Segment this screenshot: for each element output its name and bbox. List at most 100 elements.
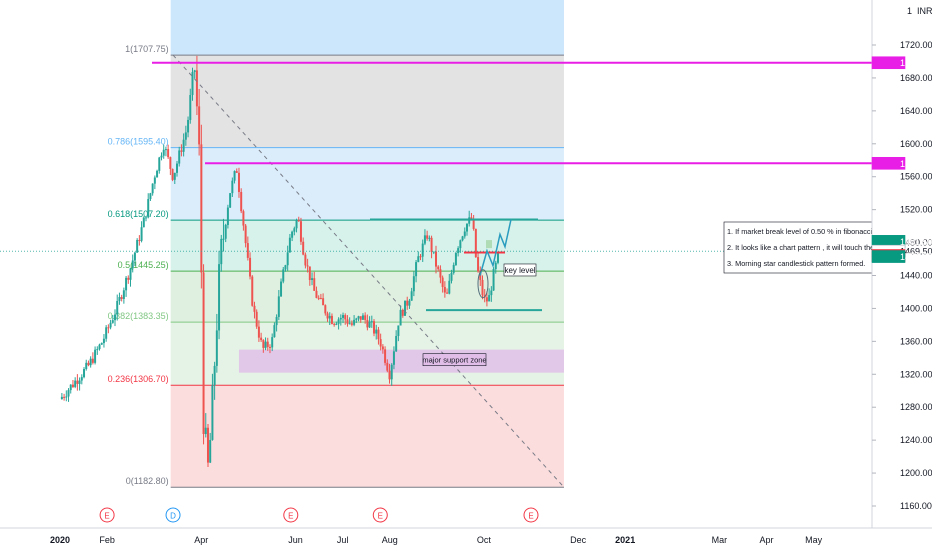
- candle-body: [187, 119, 190, 133]
- fib-level-label: 0.236(1306.70): [108, 374, 169, 384]
- candle: [138, 235, 141, 246]
- candle-body: [96, 349, 99, 351]
- time-tick-label: 2020: [50, 535, 70, 545]
- candle: [242, 209, 245, 231]
- candle: [397, 325, 400, 342]
- candle-body: [160, 155, 163, 158]
- candle-body: [293, 228, 296, 232]
- candle-body: [333, 323, 336, 325]
- candle-body: [326, 313, 329, 319]
- candle-body: [366, 319, 369, 328]
- price-axis-bg: [872, 0, 932, 550]
- candle: [153, 175, 156, 190]
- candle: [280, 278, 283, 297]
- event-marker[interactable]: E: [283, 507, 299, 523]
- candle-body: [477, 257, 480, 272]
- candle: [344, 313, 347, 325]
- price-tick-label: 1200.00: [900, 468, 932, 478]
- currency-label: INR: [917, 6, 932, 16]
- candle: [375, 324, 378, 340]
- candle: [74, 377, 77, 389]
- candle: [461, 235, 464, 242]
- candle: [277, 289, 280, 321]
- candle-body: [249, 257, 252, 277]
- candle: [87, 360, 90, 367]
- candle: [253, 301, 256, 319]
- candle: [136, 238, 139, 253]
- candle-body: [474, 228, 477, 258]
- candle-body: [439, 269, 442, 278]
- candle: [184, 125, 187, 146]
- notes-annotation[interactable]: 1. If market break level of 0.50 % in fi…: [723, 221, 900, 274]
- price-tags: 1698.45 1576.30 1481.501469.501464.301463.…: [871, 56, 932, 263]
- candle: [386, 359, 389, 373]
- fib-level-label: 0(1182.80): [126, 476, 169, 486]
- candle: [233, 170, 236, 184]
- candle: [311, 272, 314, 286]
- candle-body: [107, 327, 110, 329]
- candle-body: [304, 254, 307, 266]
- candle-body: [275, 316, 278, 326]
- candle: [426, 230, 429, 241]
- candle-body: [357, 316, 360, 319]
- candle-body: [322, 298, 325, 306]
- candle: [213, 361, 216, 400]
- candle: [91, 352, 94, 365]
- event-marker[interactable]: E: [372, 507, 388, 523]
- time-tick-label: Mar: [712, 535, 728, 545]
- candle: [249, 252, 252, 280]
- candle: [404, 300, 407, 316]
- candle: [370, 315, 373, 328]
- candle: [450, 269, 453, 284]
- event-marker[interactable]: E: [523, 507, 539, 523]
- candle: [114, 309, 117, 327]
- key-level-annotation[interactable]: key level: [503, 263, 537, 277]
- time-tick-label: Apr: [759, 535, 773, 545]
- candle-body: [213, 365, 216, 386]
- candle: [317, 295, 320, 301]
- candle-body: [257, 326, 260, 338]
- candle-body: [408, 300, 411, 306]
- candle-body: [388, 370, 391, 380]
- event-label: E: [288, 512, 293, 521]
- time-tick-label: Jun: [288, 535, 303, 545]
- candle: [437, 265, 440, 272]
- candle-body: [173, 172, 176, 180]
- candle-body: [295, 220, 298, 229]
- candle-body: [342, 315, 345, 318]
- fib-zone: [170, 385, 564, 488]
- event-marker[interactable]: D: [165, 507, 181, 523]
- candle-body: [63, 396, 66, 398]
- candle-body: [180, 150, 183, 152]
- candle-body: [346, 319, 349, 324]
- candle-body: [446, 292, 449, 294]
- price-tick-label: 1520.00: [900, 205, 932, 215]
- candle: [359, 316, 362, 323]
- candle: [162, 144, 165, 159]
- candle-body: [215, 330, 218, 366]
- candle: [421, 239, 424, 262]
- candle-body: [430, 237, 433, 252]
- candle-body: [384, 349, 387, 363]
- candle-body: [437, 266, 440, 270]
- candle: [120, 294, 123, 302]
- candle-body: [129, 268, 132, 280]
- candle-body: [454, 253, 457, 265]
- event-label: E: [528, 512, 533, 521]
- candle: [182, 133, 185, 157]
- candle-body: [280, 281, 283, 297]
- candle-body: [308, 266, 311, 280]
- candle: [107, 324, 110, 334]
- candle: [237, 167, 240, 198]
- event-marker[interactable]: E: [99, 507, 115, 523]
- price-tag-label: 1698.45: [900, 58, 932, 68]
- candle-body: [83, 369, 86, 378]
- candle-body: [69, 384, 72, 391]
- candle-body: [264, 341, 267, 348]
- price-tick-label: 1560.00: [900, 172, 932, 182]
- candle-body: [375, 329, 378, 334]
- candle: [122, 287, 125, 304]
- candle: [335, 321, 338, 326]
- support-zone-annotation[interactable]: major support zone: [422, 353, 487, 367]
